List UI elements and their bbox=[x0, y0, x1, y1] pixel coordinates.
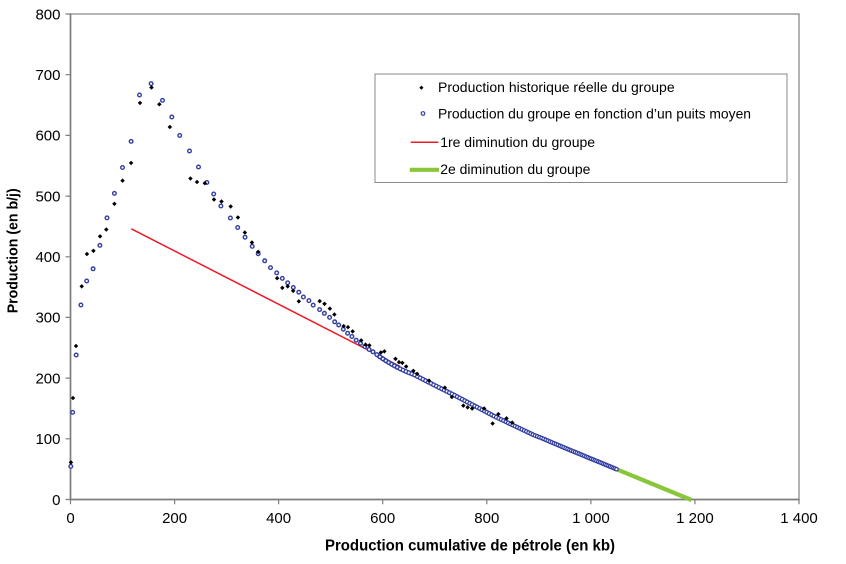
svg-text:500: 500 bbox=[35, 188, 60, 205]
svg-text:600: 600 bbox=[370, 510, 395, 527]
svg-text:400: 400 bbox=[266, 510, 291, 527]
svg-text:1re diminution du groupe: 1re diminution du groupe bbox=[440, 134, 595, 150]
svg-text:1 400: 1 400 bbox=[780, 510, 818, 527]
svg-text:1 000: 1 000 bbox=[572, 510, 610, 527]
svg-text:Production du groupe en foncti: Production du groupe en fonction d’un pu… bbox=[438, 105, 751, 121]
svg-text:Production (en b/j): Production (en b/j) bbox=[6, 188, 22, 313]
svg-text:700: 700 bbox=[35, 67, 60, 84]
svg-text:200: 200 bbox=[35, 370, 60, 387]
svg-text:Production historique réelle d: Production historique réelle du groupe bbox=[438, 79, 675, 95]
svg-text:300: 300 bbox=[35, 310, 60, 327]
svg-text:2e diminution du groupe: 2e diminution du groupe bbox=[440, 161, 590, 177]
svg-text:200: 200 bbox=[162, 510, 187, 527]
svg-text:0: 0 bbox=[66, 510, 74, 527]
svg-text:1 200: 1 200 bbox=[676, 510, 714, 527]
svg-text:600: 600 bbox=[35, 128, 60, 145]
svg-text:800: 800 bbox=[474, 510, 499, 527]
svg-text:Production cumulative de pétro: Production cumulative de pétrole (en kb) bbox=[325, 538, 615, 555]
svg-text:400: 400 bbox=[35, 249, 60, 266]
svg-text:0: 0 bbox=[52, 492, 60, 509]
svg-text:800: 800 bbox=[35, 6, 60, 23]
svg-text:100: 100 bbox=[35, 431, 60, 448]
